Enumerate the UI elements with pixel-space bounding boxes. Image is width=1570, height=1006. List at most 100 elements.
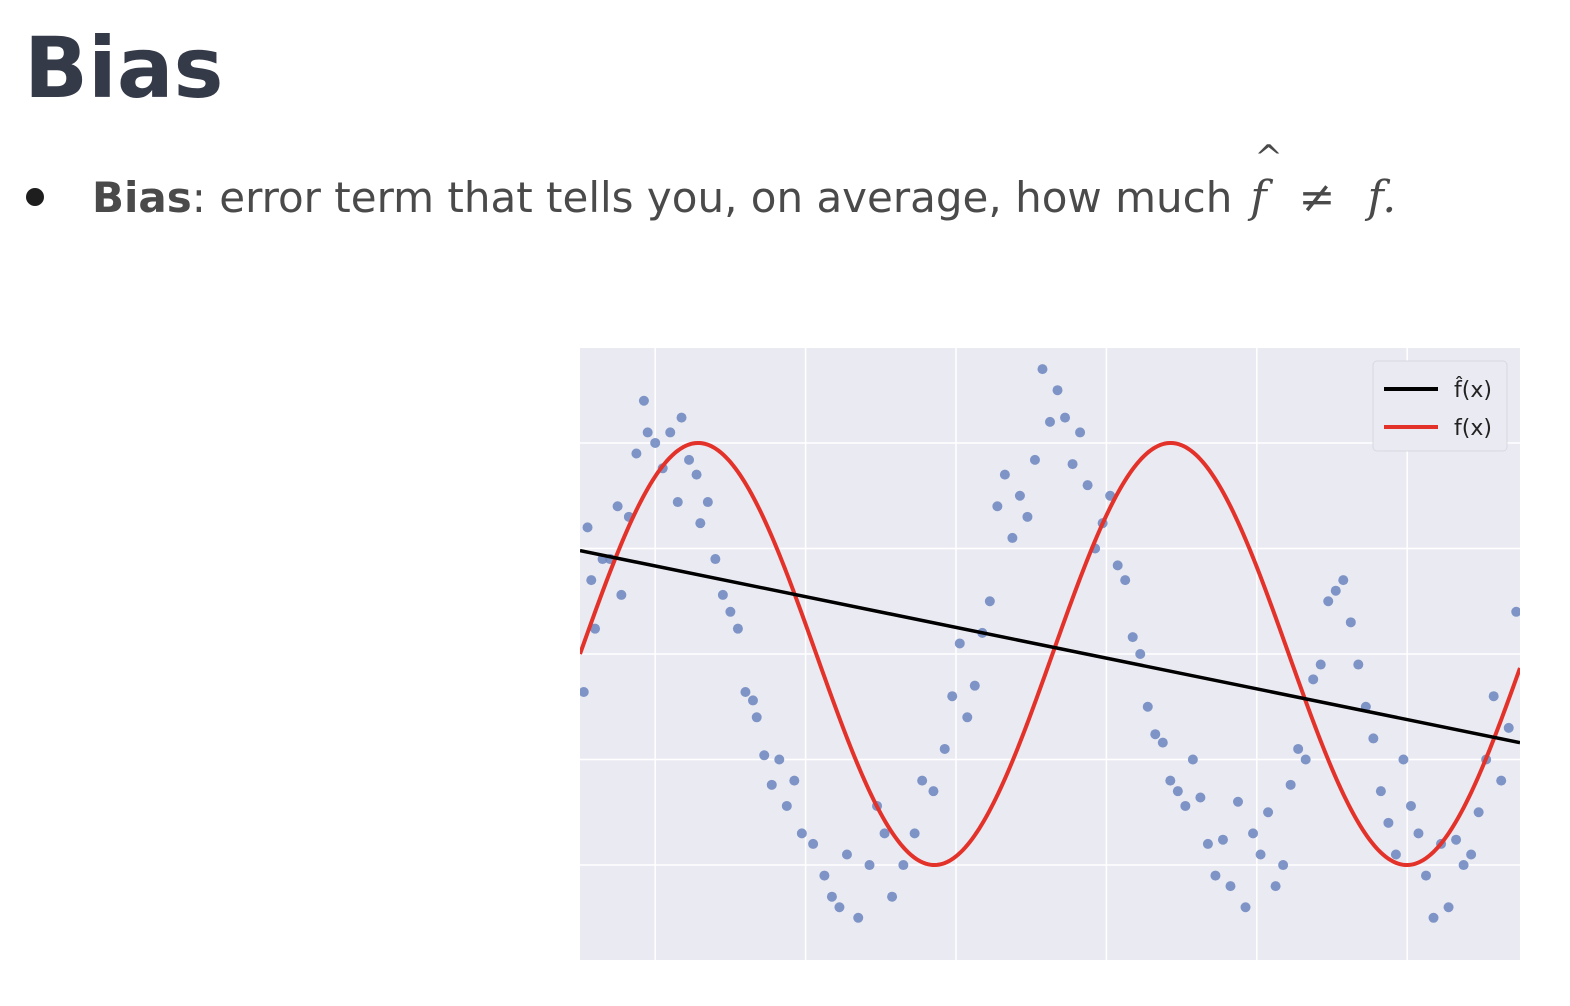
data-point [1315,659,1326,670]
data-point [1285,779,1296,790]
data-point [676,412,687,423]
data-point [616,589,627,600]
data-point [917,775,928,786]
legend-label-f: f(x) [1454,416,1492,441]
data-point [1466,849,1477,860]
data-point [939,743,950,754]
data-point [1225,881,1236,892]
data-point [665,427,676,438]
data-point [1210,870,1221,881]
data-point [1142,701,1153,712]
data-point [1323,596,1334,607]
data-point [962,712,973,723]
data-point [751,712,762,723]
data-point [1082,480,1093,491]
data-point [1029,454,1040,465]
series-line-fhat [580,548,1520,745]
data-point [887,891,898,902]
data-point [781,800,792,811]
data-point [740,686,751,697]
data-point [1240,902,1251,913]
data-point [1308,674,1319,685]
data-point [631,448,642,459]
data-point [834,902,845,913]
data-point [1443,902,1454,913]
data-point [796,828,807,839]
data-point [1120,575,1131,586]
data-point [879,828,890,839]
slide-title: Bias [24,19,224,117]
bias-formula: ^ f ≠ f. [1250,138,1397,223]
data-point [1345,617,1356,628]
data-point [691,469,702,480]
data-point [580,686,589,697]
data-point [1007,532,1018,543]
data-point [1067,459,1078,470]
data-point [864,860,875,871]
series-line-f [580,440,1520,868]
data-point [582,522,593,533]
data-point [710,554,721,565]
data-point [590,623,601,634]
data-point [638,395,649,406]
formula-end: . [1382,171,1397,223]
bullet-text: : error term that tells you, on average,… [191,172,1233,222]
data-point [984,596,995,607]
data-point [1045,416,1055,427]
data-point [909,828,920,839]
data-point [1052,385,1063,396]
data-point [774,754,785,765]
data-point [808,838,819,849]
data-point [759,750,770,761]
data-point [1496,775,1507,786]
data-point [1390,849,1401,860]
data-point [612,501,623,512]
bullet-dot [26,188,44,206]
data-point [1202,838,1213,849]
data-point [1255,849,1266,860]
data-point [1488,691,1499,702]
data-point [642,427,653,438]
formula-hat: ^ [1254,137,1283,178]
formula-lhs: f [1250,171,1267,223]
data-point [1353,659,1364,670]
data-point [1300,754,1311,765]
data-point [947,691,958,702]
data-point [1503,722,1514,733]
data-point [1413,828,1424,839]
data-point [1338,575,1349,586]
data-point [1112,560,1123,571]
grid-lines [580,348,1520,960]
data-point [1217,834,1228,845]
data-point [1398,754,1409,765]
data-point [928,786,939,797]
data-point [747,695,758,706]
bias-chart: f̂(x) f(x) [580,348,1520,960]
data-point [1180,800,1191,811]
data-point [1270,881,1281,892]
data-point [992,501,1003,512]
data-point [1293,743,1304,754]
data-point [1157,737,1168,748]
data-point [789,775,800,786]
data-point [969,680,980,691]
data-point [1451,834,1462,845]
data-point [1127,632,1138,643]
data-point [1075,427,1086,438]
data-point [1165,775,1176,786]
data-point [1511,606,1520,617]
data-point [954,638,965,649]
data-point [1060,412,1071,423]
data-point [1172,786,1183,797]
data-point [1458,860,1469,871]
legend-label-fhat: f̂(x) [1454,377,1492,403]
data-point [1368,733,1379,744]
bullet-term: Bias [92,172,192,222]
data-point [695,518,706,529]
data-point [732,623,743,634]
bullet-item: Bias : error term that tells you, on ave… [24,138,1397,232]
data-point [1421,870,1431,881]
data-point [1135,649,1146,659]
data-point [1405,800,1416,811]
data-point [1330,585,1341,596]
